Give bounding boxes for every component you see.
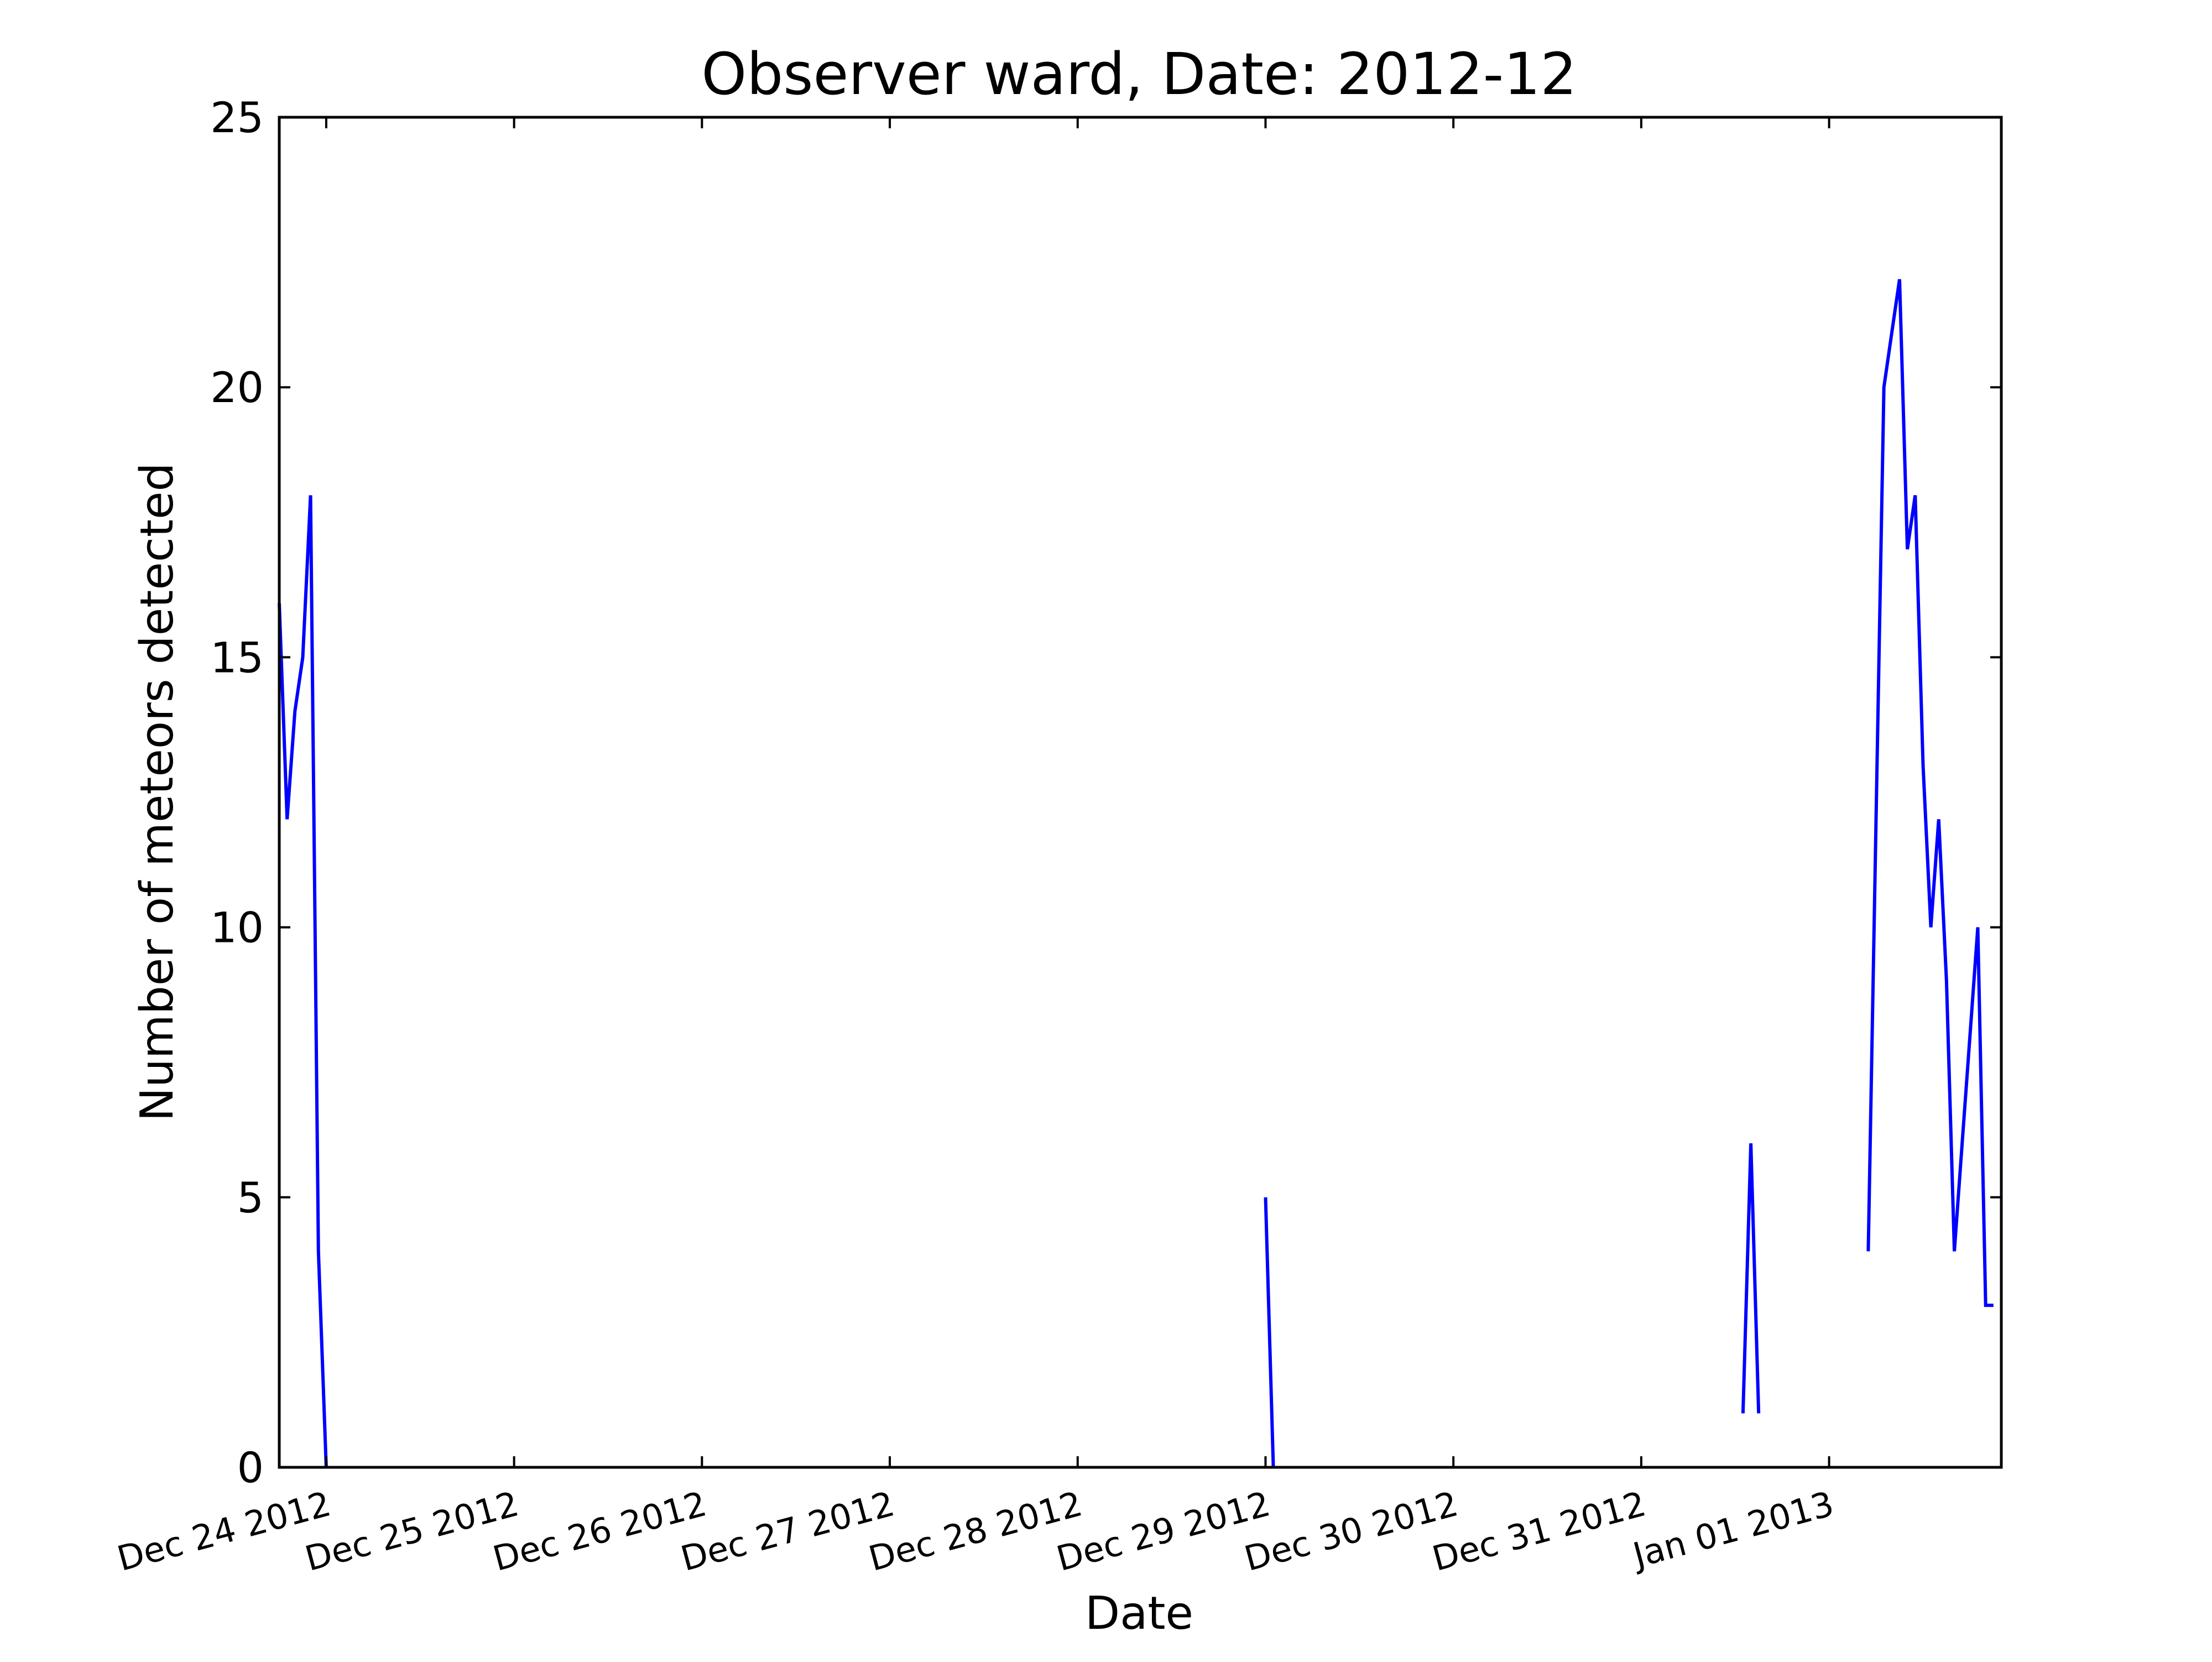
y-tick-label: 20 [210, 363, 264, 412]
axes-frame [278, 116, 2003, 1469]
plot-area [278, 279, 1994, 1468]
x-axis-label: Date [1085, 1587, 1193, 1640]
series-line-segment [1866, 279, 1994, 1307]
series-line-segment [278, 495, 328, 1468]
series-line-segment [1264, 1197, 1275, 1468]
y-tick-label: 5 [237, 1173, 264, 1222]
y-tick-label: 10 [210, 903, 264, 952]
y-tick-label: 25 [210, 93, 264, 142]
chart-title: Observer ward, Date: 2012-12 [701, 40, 1577, 108]
y-tick-label: 15 [210, 633, 264, 682]
y-axis-label: Number of meteors detected [131, 462, 184, 1121]
y-tick-label: 0 [237, 1443, 264, 1492]
series-line-segment [1741, 1143, 1761, 1414]
